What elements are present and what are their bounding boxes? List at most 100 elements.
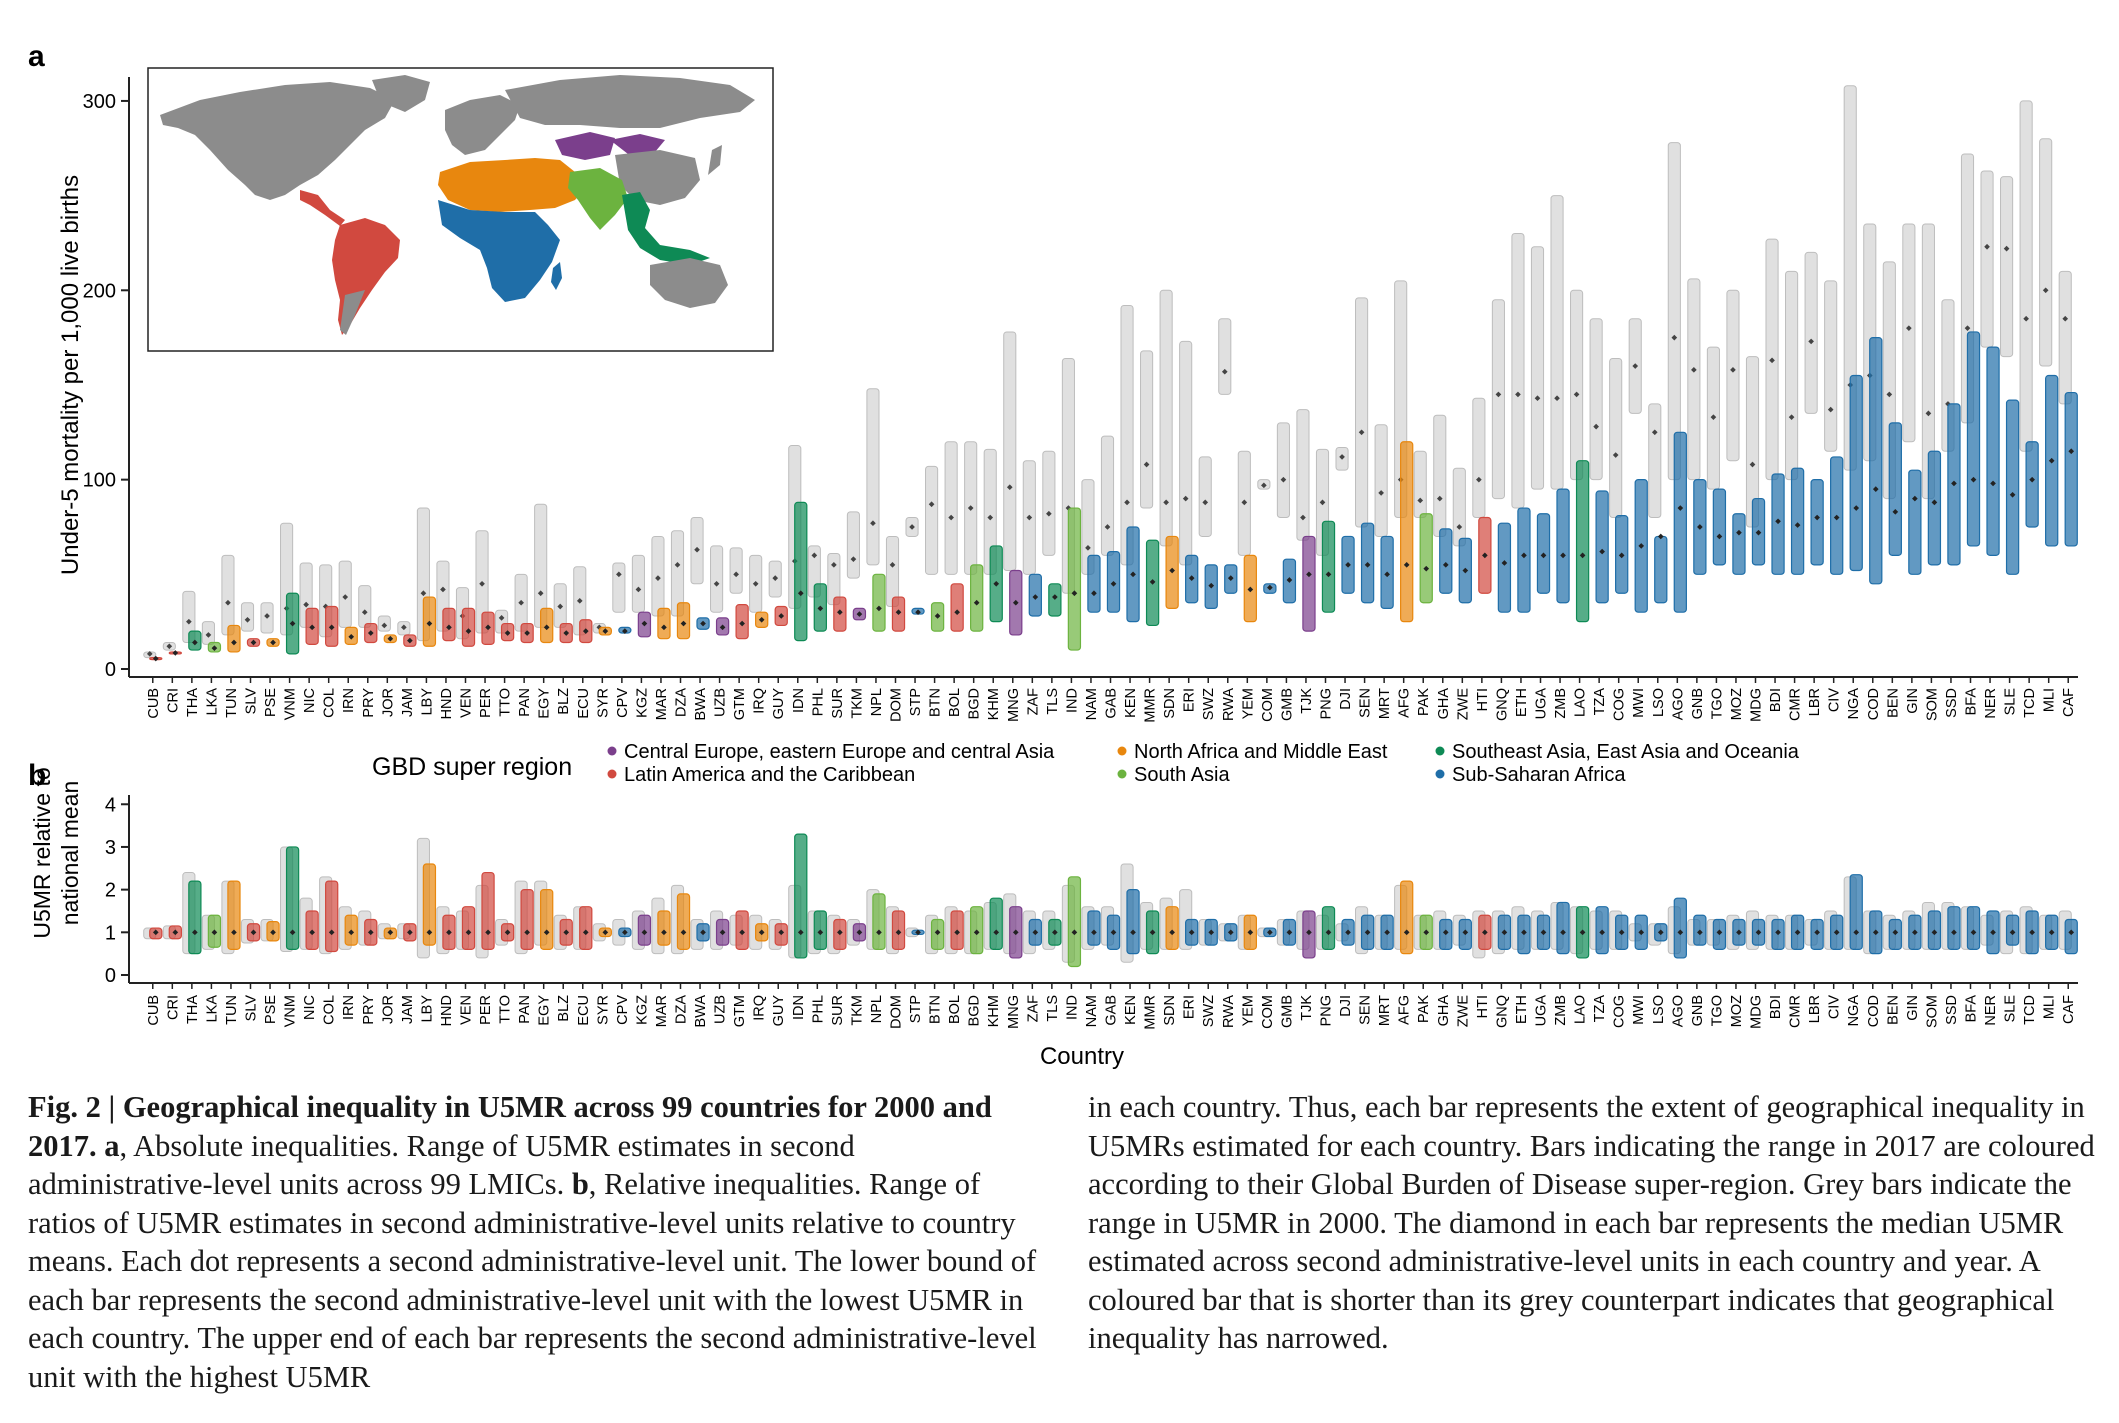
- median-2017-COM: [1267, 929, 1273, 936]
- median-2017-IDN: [797, 590, 804, 597]
- median-2017-DJI: [1345, 562, 1351, 568]
- median-2000-COM: [1261, 482, 1267, 489]
- y-axis-title-b-line2: national mean: [57, 781, 83, 926]
- x-tick-label-GUY: GUY: [771, 995, 787, 1027]
- median-2017-DOM: [895, 609, 902, 616]
- median-2000-GAB: [1104, 524, 1111, 530]
- caption-right-text: in each country. Thus, each bar represen…: [1088, 1090, 2095, 1355]
- x-tick-label-GIN: GIN: [1905, 995, 1921, 1021]
- bar-2017-SOM: [1927, 450, 1942, 566]
- median-2017-LBR: [1814, 514, 1820, 521]
- median-2000-TLS: [1046, 510, 1052, 517]
- median-2017-TKM: [856, 929, 863, 936]
- bar-2017-AFG: [1400, 880, 1414, 955]
- median-2017-LBY: [426, 620, 433, 627]
- median-2017-ECU: [582, 929, 589, 936]
- median-2000-PNG: [1319, 499, 1326, 506]
- bar-2017-SDN: [1165, 906, 1179, 950]
- median-2000-LSO: [1651, 429, 1658, 436]
- x-tick-label-GNB: GNB: [1690, 995, 1706, 1026]
- x-tick-label-SOM: SOM: [1924, 995, 1940, 1028]
- median-2017-SEN: [1364, 562, 1371, 568]
- bar-2017-CMR: [1790, 467, 1805, 575]
- x-tick-label-AFG: AFG: [1397, 995, 1413, 1025]
- bar-2017-MAR: [657, 607, 671, 640]
- median-2000-COG: [1612, 452, 1619, 458]
- x-tick-label-SEN: SEN: [1358, 995, 1374, 1025]
- x-tick-label-COL: COL: [322, 995, 338, 1025]
- median-2017-LSO: [1657, 929, 1664, 936]
- median-2017-LAO: [1579, 552, 1586, 559]
- median-2017-SSD: [1951, 929, 1957, 936]
- panel-a-plot: 0 100 200 300 CUB CRI THA LKA TUN SLV PSE VNM NIC COL…: [83, 77, 2078, 723]
- x-tick-label-BDI: BDI: [1768, 995, 1784, 1019]
- x-tick-label-CIV: CIV: [1827, 688, 1843, 713]
- median-2000-CUB: [146, 651, 153, 657]
- bar-2000-NER: [1980, 170, 1994, 348]
- median-2000-PAK: [1417, 497, 1424, 504]
- median-2017-SDN: [1169, 567, 1175, 574]
- median-2017-MRT: [1384, 571, 1390, 578]
- bar-2000-MLI: [2039, 138, 2053, 367]
- bar-2000-GTM: [729, 547, 743, 594]
- x-tick-label-HND: HND: [439, 688, 455, 719]
- median-2017-PRY: [367, 630, 374, 636]
- x-tick-label-SUR: SUR: [830, 688, 846, 719]
- median-2000-TTO: [498, 615, 505, 621]
- x-tick-label-THA: THA: [185, 688, 201, 717]
- x-tick-label-NER: NER: [1983, 995, 1999, 1026]
- median-2000-GIN: [1906, 325, 1912, 331]
- x-tick-label-CMR: CMR: [1788, 995, 1804, 1028]
- median-2017-BEN: [1892, 509, 1899, 515]
- median-2017-SYR: [602, 929, 609, 936]
- median-2000-EGY: [537, 590, 544, 597]
- x-tick-label-ETH: ETH: [1514, 995, 1530, 1024]
- median-2000-LAO: [1573, 391, 1580, 398]
- bar-2017-TLS: [1048, 583, 1062, 617]
- median-2017-PER: [485, 624, 491, 631]
- median-2017-ZAF: [1032, 929, 1039, 936]
- bar-2000-RWA: [1218, 318, 1232, 395]
- median-2017-NAM: [1091, 590, 1097, 597]
- bar-2017-BDI: [1771, 473, 1785, 575]
- median-2000-SOM: [1925, 410, 1932, 417]
- x-tick-label-LSO: LSO: [1651, 688, 1667, 717]
- x-tick-label-BWA: BWA: [693, 995, 709, 1028]
- x-tick-label-YEM: YEM: [1240, 688, 1256, 719]
- bar-2000-HTI: [1472, 397, 1486, 519]
- x-tick-label-NAM: NAM: [1084, 995, 1100, 1027]
- map-central-america: [300, 190, 345, 226]
- x-tick-label-VEN: VEN: [459, 688, 475, 718]
- median-2000-GMB: [1280, 476, 1287, 483]
- legend-title: GBD super region: [372, 753, 572, 781]
- legend-swatch-SSA: [1435, 769, 1445, 779]
- median-2017-TLS: [1052, 594, 1058, 600]
- x-tick-label-LBR: LBR: [1807, 995, 1823, 1023]
- x-tick-label-JOR: JOR: [380, 688, 396, 717]
- median-2000-JOR: [381, 622, 388, 629]
- median-2017-GTM: [739, 620, 745, 627]
- x-tick-label-HTI: HTI: [1475, 995, 1491, 1018]
- x-tick-label-CIV: CIV: [1827, 995, 1843, 1020]
- x-tick-label-NPL: NPL: [869, 688, 885, 716]
- bar-2017-EGY: [540, 889, 554, 950]
- map-central-asia: [555, 132, 615, 160]
- median-2000-DJI: [1339, 454, 1345, 460]
- median-2000-ZWE: [1456, 524, 1463, 530]
- median-2017-TJK: [1306, 929, 1312, 936]
- x-tick-label-BLZ: BLZ: [556, 688, 572, 715]
- x-tick-label-BLZ: BLZ: [556, 995, 572, 1022]
- x-tick-label-PHL: PHL: [810, 995, 826, 1023]
- median-2000-BWA: [694, 546, 700, 553]
- median-2017-KEN: [1130, 929, 1136, 936]
- median-2000-NAM: [1085, 544, 1091, 551]
- bar-2000-CPV: [612, 562, 626, 613]
- median-2017-COM: [1267, 584, 1273, 591]
- bar-2017-PAN: [520, 889, 534, 950]
- x-tick-label-SEN: SEN: [1358, 688, 1374, 718]
- median-2017-BDI: [1775, 518, 1781, 525]
- x-tick-label-KEN: KEN: [1123, 995, 1139, 1025]
- median-2017-TLS: [1052, 929, 1058, 936]
- median-2000-BGD: [967, 505, 974, 511]
- panel-b-plot: 0 1 2 3 4 CUB CRI THA LKA TUN SLV PSE VNM NIC COL IRN PR…: [105, 794, 2078, 1030]
